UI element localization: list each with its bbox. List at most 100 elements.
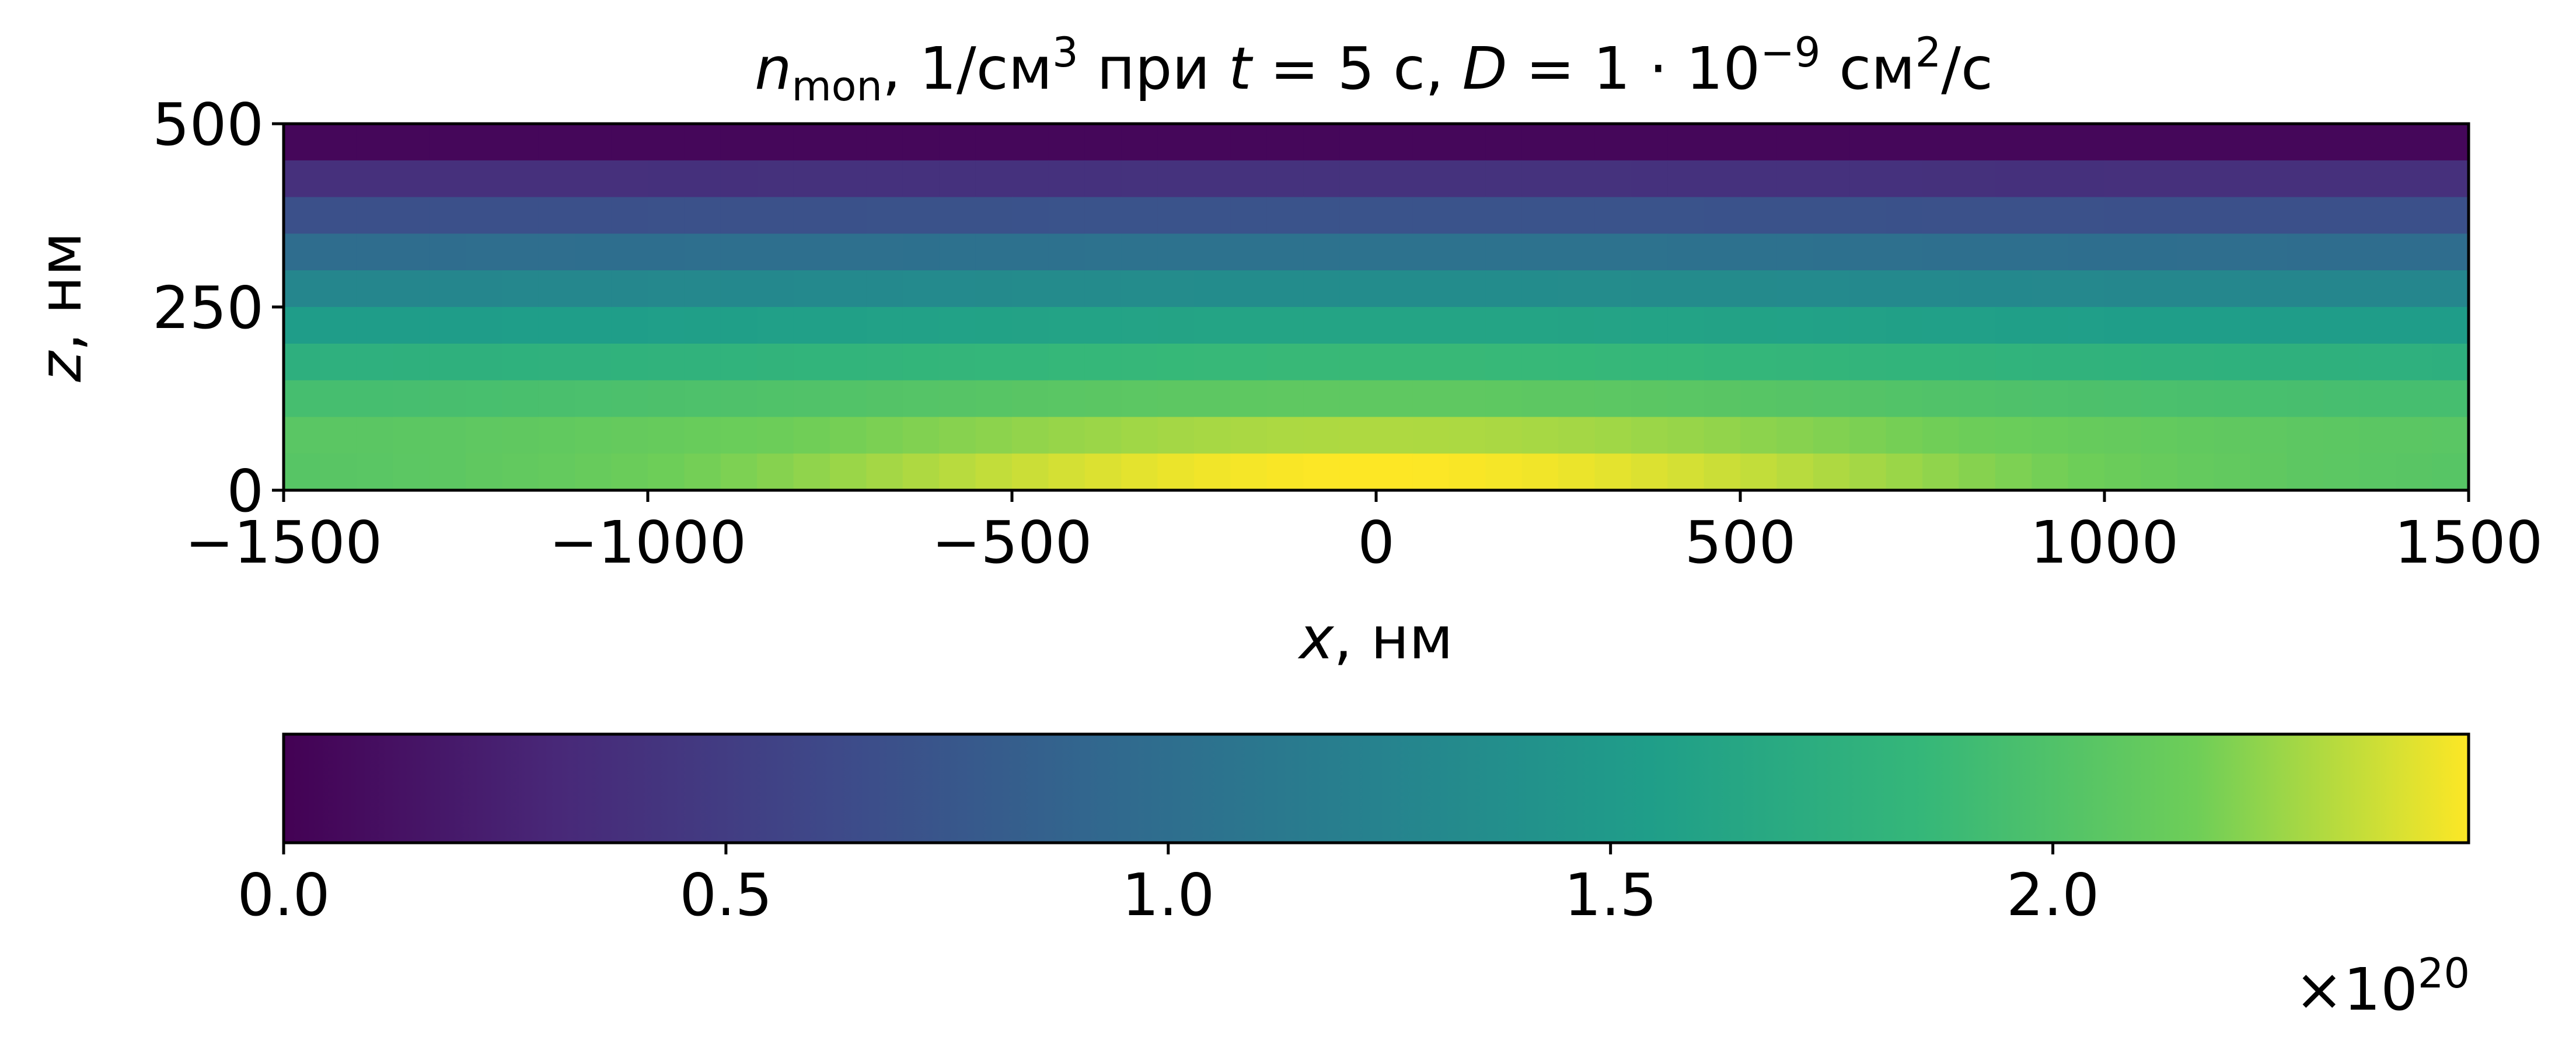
- heatmap-cell: [939, 343, 976, 381]
- heatmap-cell: [284, 417, 320, 454]
- heatmap-cell: [429, 307, 466, 344]
- heatmap-cell: [1448, 307, 1486, 344]
- heatmap-cell: [538, 380, 575, 417]
- heatmap-cell: [1922, 160, 1959, 198]
- heatmap-cell: [684, 160, 721, 198]
- heatmap-cell: [1448, 380, 1486, 417]
- heatmap-cell: [284, 453, 320, 491]
- heatmap-cell: [1594, 307, 1632, 344]
- heatmap-cell: [2396, 453, 2433, 491]
- heatmap-cell: [1012, 417, 1049, 454]
- heatmap-cell: [1376, 453, 1413, 491]
- heatmap-cell: [1157, 453, 1195, 491]
- heatmap-cell: [2359, 307, 2396, 344]
- heatmap-cell: [466, 343, 502, 381]
- y-tick-label: 0: [226, 457, 264, 525]
- heatmap-cell: [1194, 453, 1231, 491]
- heatmap-cell: [975, 124, 1013, 161]
- heatmap-cell: [1704, 124, 1741, 161]
- colorbar: [282, 732, 2470, 844]
- heatmap-cell: [1230, 380, 1268, 417]
- heatmap-cell: [1886, 124, 1923, 161]
- heatmap-cell: [611, 343, 648, 381]
- heatmap-cell: [720, 124, 758, 161]
- heatmap-cell: [393, 233, 430, 271]
- heatmap-cell: [2032, 307, 2069, 344]
- heatmap-cell: [975, 233, 1013, 271]
- heatmap-cell: [1157, 380, 1195, 417]
- heatmap-cell: [1376, 417, 1413, 454]
- x-axis-label-var: x: [1297, 604, 1335, 672]
- heatmap-cell: [1631, 343, 1668, 381]
- heatmap-cell: [1448, 343, 1486, 381]
- heatmap-cell: [720, 417, 758, 454]
- heatmap-cell: [393, 160, 430, 198]
- heatmap-cell: [1012, 233, 1049, 271]
- heatmap-cell: [830, 453, 867, 491]
- heatmap-cell: [1012, 453, 1049, 491]
- heatmap-cell: [757, 160, 794, 198]
- heatmap-cell: [975, 197, 1013, 234]
- heatmap-cell: [2214, 343, 2251, 381]
- heatmap-cell: [1230, 270, 1268, 308]
- heatmap-cell: [611, 307, 648, 344]
- heatmap-cell: [1485, 124, 1523, 161]
- heatmap-cell: [1194, 160, 1231, 198]
- heatmap-cell: [466, 380, 502, 417]
- heatmap-cell: [902, 417, 940, 454]
- heatmap-cell: [2250, 380, 2287, 417]
- heatmap-cell: [757, 233, 794, 271]
- heatmap-cell: [538, 417, 575, 454]
- heatmap-cell: [393, 270, 430, 308]
- heatmap-cell: [720, 233, 758, 271]
- heatmap-cell: [1012, 307, 1049, 344]
- heatmap-cell: [2104, 307, 2141, 344]
- heatmap-cell: [1376, 343, 1413, 381]
- colorbar-multiplier: ×1020: [2295, 950, 2470, 1024]
- heatmap-cell: [1631, 124, 1668, 161]
- heatmap-cell: [1084, 197, 1122, 234]
- heatmap-cell: [648, 124, 685, 161]
- heatmap-cell: [1048, 380, 1085, 417]
- heatmap-cell: [2432, 270, 2469, 308]
- heatmap-cell: [1667, 197, 1705, 234]
- heatmap-cell: [284, 197, 320, 234]
- heatmap-cell: [611, 417, 648, 454]
- heatmap-cell: [320, 124, 357, 161]
- heatmap-cell: [1558, 124, 1595, 161]
- heatmap-cell: [1886, 343, 1923, 381]
- heatmap-cell: [866, 160, 903, 198]
- heatmap-cell: [902, 160, 940, 198]
- heatmap-cell: [1084, 453, 1122, 491]
- colorbar-ticks: 0.0 0.5 1.0 1.5 2.0: [237, 843, 2099, 929]
- heatmap-cell: [1959, 233, 1996, 271]
- heatmap-cell: [2177, 270, 2214, 308]
- heatmap-cell: [502, 233, 539, 271]
- heatmap-cell: [1194, 197, 1231, 234]
- heatmap-cell: [284, 307, 320, 344]
- heatmap-cell: [1485, 417, 1523, 454]
- heatmap-cell: [1121, 233, 1158, 271]
- heatmap-cell: [1266, 307, 1304, 344]
- heatmap-cell: [320, 453, 357, 491]
- heatmap-cell: [502, 270, 539, 308]
- heatmap-cell: [284, 343, 320, 381]
- heatmap-cell: [1704, 270, 1741, 308]
- heatmap-cell: [1995, 380, 2032, 417]
- heatmap-cell: [1412, 124, 1450, 161]
- heatmap-cell: [1849, 307, 1887, 344]
- heatmap-cell: [1995, 343, 2032, 381]
- heatmap-cell: [684, 307, 721, 344]
- heatmap-cell: [1048, 124, 1085, 161]
- heatmap-cell: [2287, 453, 2323, 491]
- heatmap-cell: [2323, 160, 2360, 198]
- heatmap-cell: [320, 270, 357, 308]
- heatmap-cell: [1667, 270, 1705, 308]
- colorbar-tick-label: 2.0: [2006, 861, 2099, 929]
- heatmap-cell: [2214, 160, 2251, 198]
- chart-title: nmon, 1/см3 при t = 5 с, D = 1 · 10−9 см…: [755, 29, 1993, 110]
- heatmap-cell: [1776, 453, 1814, 491]
- heatmap-cell: [648, 197, 685, 234]
- heatmap-cell: [1121, 160, 1158, 198]
